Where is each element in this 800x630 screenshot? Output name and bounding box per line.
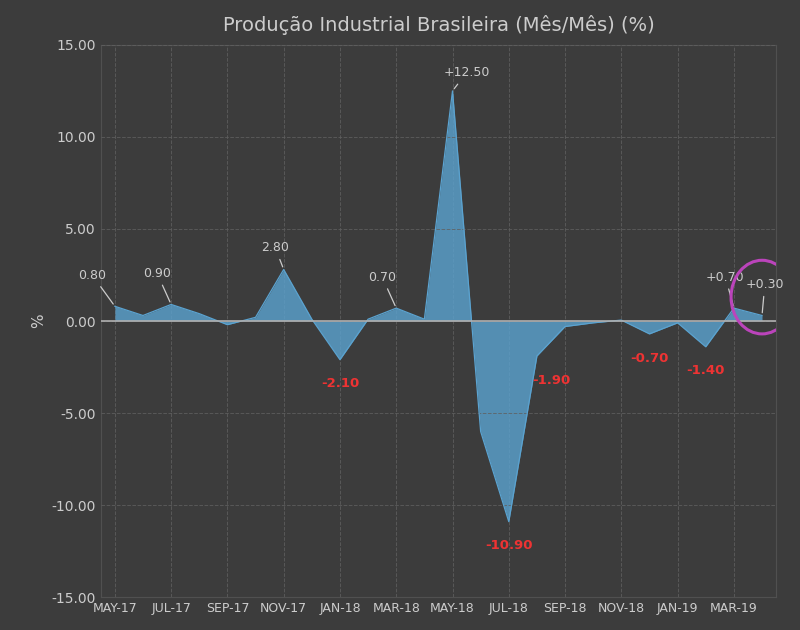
Text: 2.80: 2.80 <box>262 241 289 267</box>
Text: -2.10: -2.10 <box>321 377 359 390</box>
Text: +0.70: +0.70 <box>706 270 745 306</box>
Text: -1.40: -1.40 <box>686 364 725 377</box>
Text: +0.30: +0.30 <box>746 278 784 312</box>
Title: Produção Industrial Brasileira (Mês/Mês) (%): Produção Industrial Brasileira (Mês/Mês)… <box>222 15 654 35</box>
Text: 0.70: 0.70 <box>368 270 396 306</box>
Y-axis label: %: % <box>31 314 46 328</box>
Text: +12.50: +12.50 <box>443 66 490 89</box>
Text: 0.80: 0.80 <box>78 268 114 304</box>
Text: 0.90: 0.90 <box>143 267 171 302</box>
Text: -10.90: -10.90 <box>485 539 533 553</box>
Text: -0.70: -0.70 <box>630 352 669 365</box>
Text: -1.90: -1.90 <box>532 374 570 387</box>
